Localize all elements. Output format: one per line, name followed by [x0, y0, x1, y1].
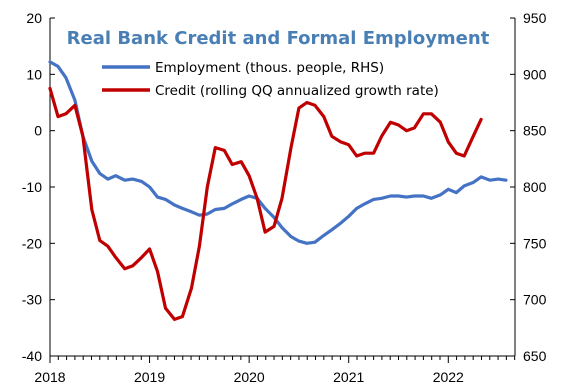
x-tick-label: 2022 — [433, 369, 464, 385]
legend-label-employment: Employment (thous. people, RHS) — [155, 60, 384, 76]
legend: Employment (thous. people, RHS) Credit (… — [102, 60, 439, 99]
left-tick-label: -10 — [22, 179, 42, 195]
right-tick-label: 850 — [523, 123, 547, 139]
left-tick-label: 20 — [26, 10, 42, 26]
right-tick-label: 900 — [523, 66, 547, 82]
left-tick-label: -20 — [22, 235, 42, 251]
left-tick-label: -40 — [22, 348, 42, 364]
employment-series-line — [48, 60, 508, 245]
chart-title: Real Bank Credit and Formal Employment — [67, 28, 490, 49]
x-tick-label: 2018 — [34, 369, 65, 385]
credit-series-line — [48, 86, 483, 321]
x-axis-ticks: 2018 2019 2020 2021 2022 — [34, 356, 516, 385]
left-tick-label: 0 — [34, 123, 42, 139]
right-tick-label: 950 — [523, 10, 547, 26]
right-axis-ticks: 950 900 850 800 750 700 650 — [510, 10, 547, 364]
series-layer — [48, 60, 508, 321]
right-tick-label: 650 — [523, 348, 547, 364]
legend-label-credit: Credit (rolling QQ annualized growth rat… — [155, 83, 439, 99]
x-tick-label: 2021 — [333, 369, 364, 385]
right-tick-label: 700 — [523, 292, 547, 308]
left-tick-label: -30 — [22, 292, 42, 308]
left-tick-label: 10 — [26, 66, 42, 82]
x-tick-label: 2019 — [134, 369, 165, 385]
right-tick-label: 750 — [523, 235, 547, 251]
left-axis-ticks: 20 10 0 -10 -20 -30 -40 — [22, 10, 55, 364]
right-tick-label: 800 — [523, 179, 547, 195]
x-tick-label: 2020 — [234, 369, 265, 385]
